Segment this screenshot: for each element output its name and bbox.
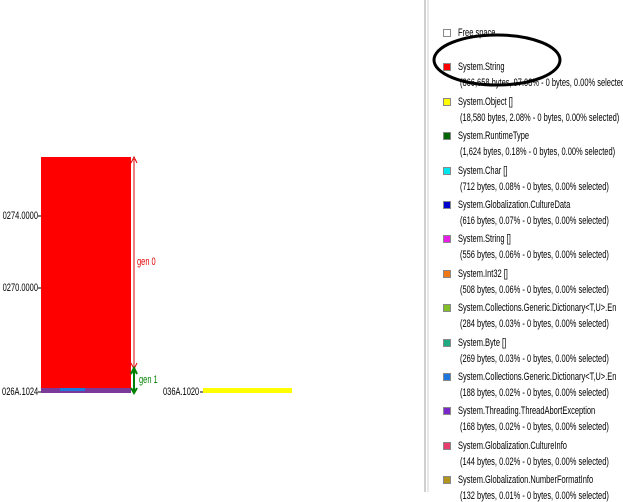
legend-name: System.Collections.Generic.Dictionary<T,… <box>458 302 617 315</box>
legend-name: System.String <box>458 61 505 74</box>
legend-swatch <box>443 166 451 175</box>
legend-name: System.Object [] <box>458 95 513 108</box>
address-label: 0270.0000 <box>2 282 38 294</box>
legend-detail: (269 bytes, 0.03% - 0 bytes, 0.00% selec… <box>460 352 609 365</box>
legend-swatch <box>443 132 451 141</box>
address-label: 036A.1020 <box>163 386 200 398</box>
legend-detail: (1,624 bytes, 0.18% - 0 bytes, 0.00% sel… <box>460 146 616 159</box>
legend-detail: (18,580 bytes, 2.08% - 0 bytes, 0.00% se… <box>460 111 620 124</box>
highlight-ellipse <box>432 33 562 87</box>
gen1-strip-part <box>60 388 85 391</box>
legend-name: System.Char [] <box>458 164 508 177</box>
legend-name: Free space <box>458 27 496 39</box>
legend-name: System.Collections.Generic.Dictionary<T,… <box>458 371 617 383</box>
legend-swatch <box>443 63 451 72</box>
legend-detail: (188 bytes, 0.02% - 0 bytes, 0.00% selec… <box>460 387 609 399</box>
legend-name: System.Globalization.CultureData <box>458 199 571 211</box>
address-label: 026A.1024 <box>1 386 38 398</box>
legend-name: System.Globalization.CultureInfo <box>458 439 567 452</box>
legend-detail: (712 bytes, 0.08% - 0 bytes, 0.00% selec… <box>460 180 609 193</box>
legend-detail: (284 bytes, 0.03% - 0 bytes, 0.00% selec… <box>460 318 609 331</box>
legend-detail: (144 bytes, 0.02% - 0 bytes, 0.00% selec… <box>460 455 609 468</box>
legend-swatch <box>443 235 451 244</box>
legend-swatch <box>443 97 451 106</box>
legend-swatch <box>443 29 451 37</box>
gen1-strip <box>41 388 131 393</box>
legend-swatch <box>443 407 451 416</box>
gen0-block <box>41 157 131 389</box>
yellow-block <box>203 388 292 393</box>
legend-detail: (866,658 bytes, 97.08% - 0 bytes, 0.00% … <box>460 77 623 90</box>
legend-name: System.String [] <box>458 233 511 246</box>
gen1-label: gen 1 <box>139 374 158 386</box>
legend-name: System.Globalization.NumberFormatInfo <box>458 474 594 487</box>
legend-swatch <box>443 304 451 313</box>
gen1-arrow-heads <box>130 365 138 395</box>
legend-swatch <box>443 269 451 278</box>
legend-swatch <box>443 373 451 381</box>
legend-name: System.Byte [] <box>458 336 507 349</box>
legend-swatch <box>443 476 451 485</box>
legend-swatch <box>443 201 451 209</box>
legend-name: System.Int32 [] <box>458 267 508 280</box>
legend-detail: (168 bytes, 0.02% - 0 bytes, 0.00% selec… <box>460 421 609 434</box>
gen0-label: gen 0 <box>137 256 156 268</box>
legend-name: System.RuntimeType <box>458 130 530 143</box>
legend-detail: (616 bytes, 0.07% - 0 bytes, 0.00% selec… <box>460 215 609 227</box>
address-label: 0274.0000 <box>2 210 38 222</box>
legend-swatch <box>443 338 451 347</box>
legend-detail: (556 bytes, 0.06% - 0 bytes, 0.00% selec… <box>460 249 609 262</box>
legend-swatch <box>443 441 451 450</box>
legend-detail: (508 bytes, 0.06% - 0 bytes, 0.00% selec… <box>460 283 609 296</box>
legend-name: System.Threading.ThreadAbortException <box>458 405 596 418</box>
